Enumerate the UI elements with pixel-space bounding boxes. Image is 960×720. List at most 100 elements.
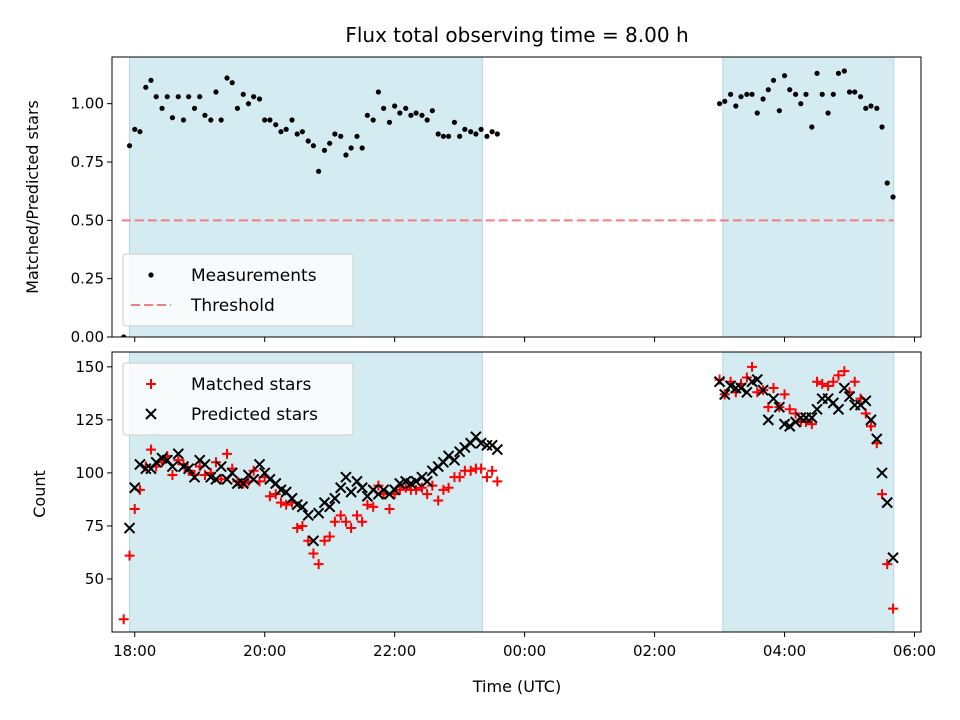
point-1-0-76 [747, 361, 758, 372]
point-0-0-7 [159, 105, 165, 111]
point-0-0-52 [403, 105, 409, 111]
point-1-0-90 [823, 380, 834, 391]
point-0-0-84 [792, 91, 799, 97]
point-0-0-24 [251, 94, 257, 100]
point-1-1-38 [329, 492, 341, 505]
point-0-0-20 [229, 80, 235, 86]
point-0-0-93 [841, 68, 847, 74]
point-0-0-3 [137, 129, 143, 135]
point-1-1-39 [335, 482, 347, 494]
axes-frame-0 [111, 56, 922, 338]
point-0-0-89 [819, 91, 825, 97]
top-y-axis-label: Matched/Predicted stars [23, 100, 42, 294]
observing-window-0-1 [722, 56, 895, 338]
point-1-1-79 [767, 392, 780, 405]
point-1-0-45 [362, 499, 373, 510]
point-1-0-10 [173, 455, 184, 466]
point-1-1-86 [806, 412, 818, 424]
y-tick-label-1-3: 125 [75, 411, 104, 429]
point-0-0-43 [354, 133, 360, 139]
point-0-0-57 [429, 108, 435, 114]
point-0-0-17 [213, 89, 219, 95]
y-tick-label-0-4: 1.00 [71, 95, 104, 113]
point-0-0-73 [733, 103, 739, 109]
point-1-1-68 [491, 443, 504, 456]
legend-label-1-0: Matched stars [191, 375, 311, 395]
point-0-0-45 [364, 112, 370, 118]
point-0-0-8 [164, 94, 170, 100]
point-1-1-21 [237, 477, 249, 490]
legend-0: Measurements Threshold [122, 253, 354, 327]
point-1-1-0 [123, 522, 136, 534]
point-1-1-47 [377, 484, 390, 496]
point-1-0-93 [839, 366, 850, 377]
point-1-0-43 [351, 510, 362, 521]
point-0-0-33 [299, 129, 305, 135]
point-1-0-68 [487, 465, 498, 476]
point-1-1-12 [188, 471, 201, 483]
point-1-1-3 [140, 462, 152, 475]
point-0-0-30 [283, 126, 289, 132]
point-1-0-46 [368, 501, 379, 512]
point-1-0-88 [812, 376, 823, 387]
point-0-0-13 [191, 105, 198, 111]
y-tick-label-0-1: 0.25 [71, 270, 104, 288]
point-1-1-60 [448, 454, 461, 466]
point-0-0-4 [143, 84, 149, 90]
point-1-1-33 [302, 509, 314, 522]
point-1-0-80 [768, 383, 779, 394]
point-1-1-41 [345, 486, 357, 498]
point-1-0-40 [335, 510, 346, 521]
point-1-0-51 [394, 484, 405, 495]
point-1-1-80 [773, 401, 786, 413]
point-0-0-36 [316, 168, 322, 174]
point-1-0-89 [817, 378, 828, 389]
point-1-1-69 [713, 375, 726, 388]
legend-1: Matched stars Predicted stars [122, 362, 354, 436]
point-1-0-82 [779, 389, 790, 400]
point-0-0-48 [381, 105, 387, 111]
point-0-0-56 [424, 117, 430, 123]
point-1-1-9 [172, 448, 184, 460]
point-0-0-81 [776, 108, 782, 114]
plot-area-0 [121, 68, 896, 337]
point-1-1-84 [795, 412, 807, 424]
point-1-0-67 [481, 472, 492, 483]
x-tick-label-1: 20:00 [243, 642, 286, 660]
point-1-1-59 [442, 450, 455, 462]
point-1-0-49 [384, 503, 395, 514]
point-1-1-92 [838, 382, 851, 394]
point-0-0-0 [121, 334, 127, 337]
point-1-0-9 [167, 470, 178, 481]
point-1-0-27 [264, 491, 275, 502]
point-0-0-59 [440, 133, 446, 139]
point-1-1-82 [784, 420, 796, 432]
point-0-0-5 [148, 77, 154, 83]
point-1-1-76 [751, 373, 763, 386]
point-0-0-68 [489, 129, 495, 135]
point-0-0-60 [445, 133, 452, 139]
point-0-0-38 [327, 140, 333, 146]
point-1-1-55 [421, 475, 433, 488]
point-1-1-5 [150, 456, 162, 469]
point-1-1-17 [215, 460, 227, 473]
legend-swatch-0-0 [148, 272, 154, 278]
point-0-0-62 [457, 133, 463, 139]
point-0-0-69 [494, 131, 500, 137]
point-1-0-69 [492, 476, 503, 487]
point-1-0-32 [292, 523, 303, 534]
point-1-0-37 [319, 535, 330, 546]
legend-label-1-1: Predicted stars [191, 405, 318, 425]
point-0-0-101 [884, 180, 890, 186]
point-1-1-78 [762, 414, 775, 426]
point-1-1-23 [247, 473, 260, 485]
point-1-0-98 [865, 421, 876, 432]
point-1-0-38 [324, 531, 335, 542]
point-1-0-102 [888, 603, 899, 614]
point-1-0-83 [784, 404, 795, 415]
point-0-0-2 [132, 126, 138, 132]
point-0-0-100 [879, 124, 885, 130]
point-0-0-44 [359, 145, 365, 151]
point-0-0-98 [868, 103, 874, 109]
point-1-0-19 [222, 448, 233, 459]
